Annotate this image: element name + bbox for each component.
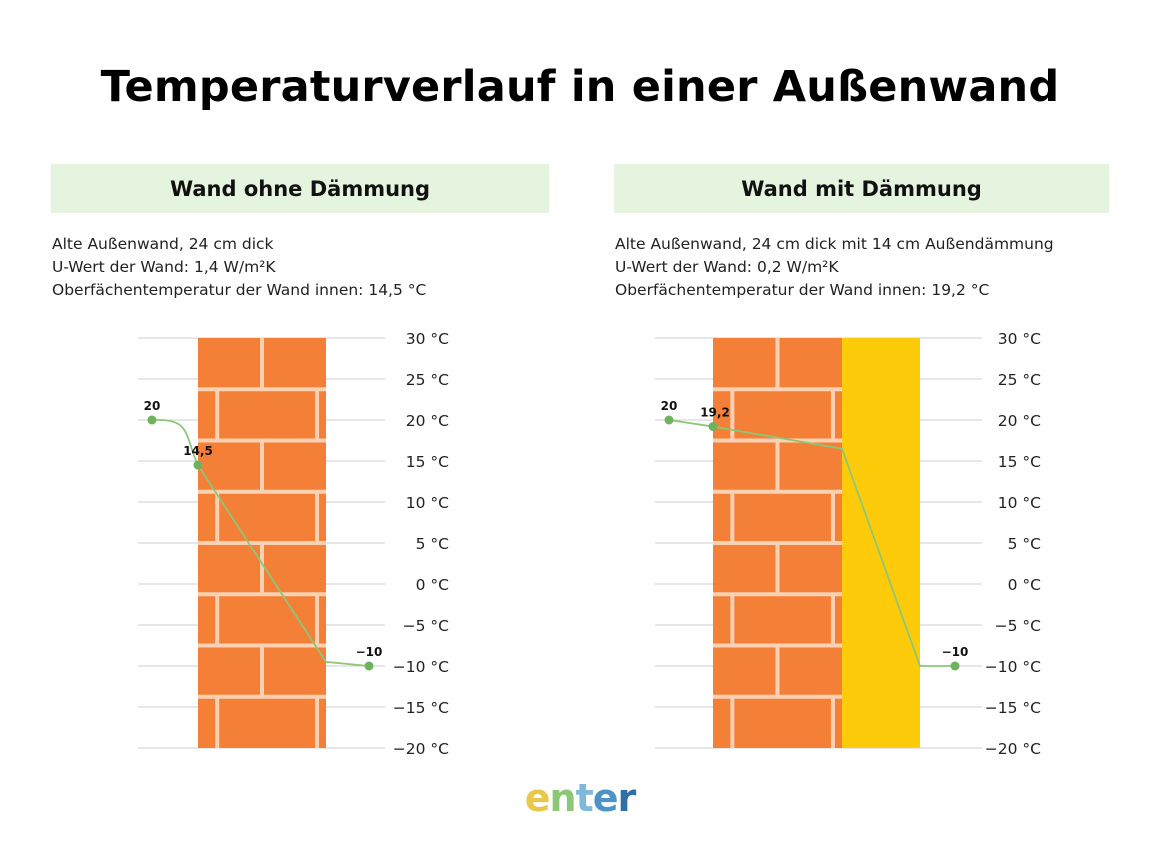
data-point [950,661,960,671]
y-tick-label: −20 °C [985,740,1041,758]
enter-logo: enter [0,776,1160,820]
logo-letter: e [524,776,551,820]
y-tick-label: −15 °C [393,699,449,717]
info-line-wall: Alte Außenwand, 24 cm dick mit 14 cm Auß… [615,235,1054,253]
info-line-surface-temp: Oberfächentemperatur der Wand innen: 19,… [615,281,990,299]
y-tick-label: 0 °C [1008,576,1041,594]
page-title: Temperaturverlauf in einer Außenwand [100,62,1060,112]
brick-wall [713,338,842,748]
y-tick-label: 0 °C [416,576,449,594]
logo-letter: r [617,776,637,820]
info-line-u-value: U-Wert der Wand: 0,2 W/m²K [615,258,839,276]
y-tick-label: −5 °C [995,617,1041,635]
logo-letter: e [592,776,619,820]
brick-wall [198,338,326,748]
y-tick-label: 30 °C [406,330,449,348]
data-point [708,422,718,432]
data-label: −10 [942,645,969,659]
panel-header-with-insulation: Wand mit Dämmung [614,164,1109,213]
y-tick-label: −5 °C [403,617,449,635]
y-tick-label: −20 °C [393,740,449,758]
y-tick-label: 15 °C [406,453,449,471]
y-tick-label: 20 °C [998,412,1041,430]
y-tick-label: −15 °C [985,699,1041,717]
temperature-curve [668,419,955,667]
data-point [364,661,374,671]
y-tick-label: 5 °C [416,535,449,553]
y-tick-label: 25 °C [998,371,1041,389]
data-label: 14,5 [183,444,213,458]
y-tick-label: 5 °C [1008,535,1041,553]
y-tick-label: 25 °C [406,371,449,389]
panel-header-without-insulation: Wand ohne Dämmung [51,164,549,213]
info-with-insulation: Alte Außenwand, 24 cm dick mit 14 cm Auß… [615,233,1054,302]
data-point [664,415,674,425]
info-line-u-value: U-Wert der Wand: 1,4 W/m²K [52,258,276,276]
y-tick-label: 10 °C [998,494,1041,512]
data-point [193,460,203,470]
logo-letter: t [575,776,594,820]
logo-letter: n [549,776,577,820]
y-tick-label: −10 °C [985,658,1041,676]
data-point [147,415,157,425]
data-label: 20 [144,399,161,413]
y-tick-label: −10 °C [393,658,449,676]
data-label: −10 [356,645,383,659]
data-label: 19,2 [700,406,730,420]
data-label: 20 [661,399,678,413]
insulation-layer [842,338,920,748]
info-without-insulation: Alte Außenwand, 24 cm dick U-Wert der Wa… [52,233,426,302]
info-line-surface-temp: Oberfächentemperatur der Wand innen: 14,… [52,281,427,299]
y-tick-label: 15 °C [998,453,1041,471]
y-tick-label: 20 °C [406,412,449,430]
y-tick-label: 10 °C [406,494,449,512]
info-line-wall: Alte Außenwand, 24 cm dick [52,235,274,253]
y-tick-label: 30 °C [998,330,1041,348]
